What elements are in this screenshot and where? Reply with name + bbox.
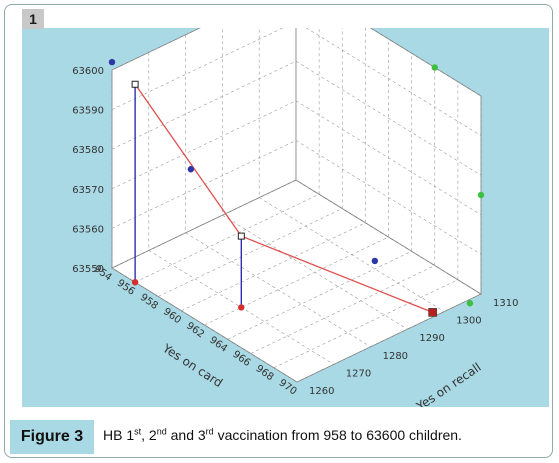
figure-label: Figure 3 [10,420,94,454]
floor-point [131,279,139,286]
y-tick-label: 1270 [346,368,371,379]
x-tick-label: 954 [92,263,114,283]
grid-line-z [111,140,482,255]
caption-sup-2: nd [156,426,167,437]
grid-line-x [204,39,389,326]
grid-line-z [111,28,482,97]
grid-line-x [134,28,320,283]
caption-mid-2: and 3 [166,427,206,443]
grid-line-x [227,53,412,340]
scatter-point-green [477,191,485,199]
line-end-marker [428,308,437,317]
caption-mid-1: , 2 [141,427,157,443]
z-tick-label: 63560 [72,224,104,235]
floor-point [238,304,245,311]
y-tick-label: 1280 [383,351,408,362]
panel-label: 1 [22,9,44,29]
z-tick-label: 63600 [72,66,104,77]
grid-line-z [111,100,482,216]
scatter-point-blue [371,257,379,265]
grid-line-y [185,34,371,348]
z-tick-label: 63570 [72,185,104,196]
scatter-point-blue [108,58,116,66]
y-tick-label: 1310 [493,298,518,309]
scatter-point-green [466,300,474,307]
z-tick-label: 63550 [72,264,104,275]
grid-line-z [111,60,482,176]
grid-line-x [250,67,436,354]
grid-line-y [148,52,334,365]
line-vertex-marker [237,232,245,240]
caption-sup-3: rd [205,426,214,437]
grid-line-y [295,28,482,295]
grid-line-z [111,28,482,136]
scatter-point-blue [187,166,195,173]
scatter-point-green [431,64,438,71]
z-tick-label: 63590 [72,106,104,117]
y-axis-label: Yes on recall [413,360,484,407]
grid-line-x [111,28,297,269]
grid-line-x [296,96,482,383]
chart-3d-scatter: 6355063560635706358063590636009549569589… [72,28,518,407]
caption-prefix: HB 1 [103,427,135,443]
line-vertex-marker [131,80,139,88]
grid-line-x [181,28,366,312]
caption-suffix: vaccination from 958 to 63600 children. [213,427,462,443]
grid-line-x [158,28,343,297]
y-tick-label: 1290 [419,333,444,344]
y-tick-label: 1300 [456,316,481,327]
figure-caption: HB 1st, 2nd and 3rd vaccination from 958… [103,426,555,444]
y-tick-label: 1260 [309,386,334,397]
z-tick-label: 63580 [72,145,104,156]
grid-line-x [273,81,459,369]
caption-sup-1: st [134,426,142,437]
